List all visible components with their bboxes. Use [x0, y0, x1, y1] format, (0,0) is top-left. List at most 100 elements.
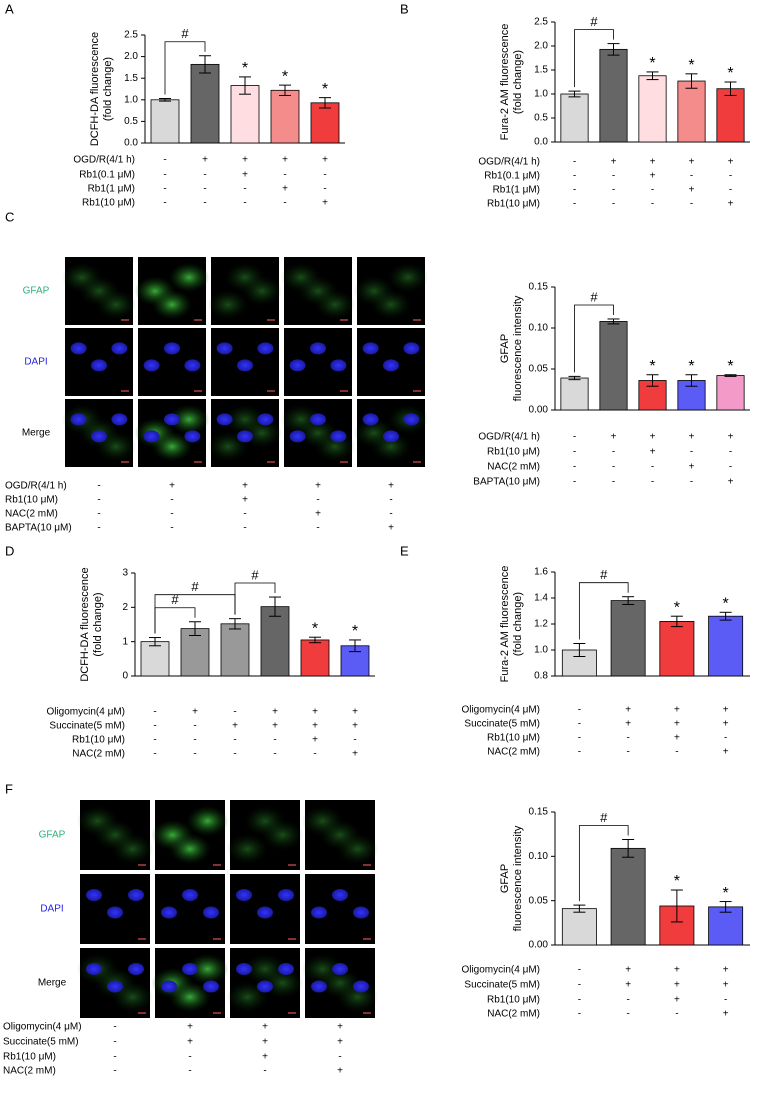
condition-sign: + [352, 721, 358, 732]
y-tick-label: 0.00 [529, 405, 549, 416]
y-tick-label: 2 [122, 602, 128, 613]
y-tick-label: 2.0 [124, 51, 138, 62]
row-label: DAPI [40, 904, 63, 915]
nucleus [237, 359, 253, 372]
error-bar [573, 643, 586, 657]
condition-sign: - [323, 170, 326, 181]
condition-sign: + [322, 155, 328, 166]
gfap-signal [186, 805, 229, 837]
significance-marker: * [688, 57, 694, 74]
bar [230, 85, 260, 144]
y-tick-label: 1.6 [534, 567, 548, 578]
error-bar [189, 621, 201, 636]
condition-sign: - [578, 1009, 581, 1020]
condition-sign: - [316, 523, 319, 534]
gfap-signal [207, 289, 249, 320]
condition-sign: - [193, 721, 196, 732]
condition-label: Succinate(5 mM) [49, 721, 125, 732]
condition-label: OGD/R(4/1 h) [478, 157, 540, 168]
bar [300, 639, 330, 677]
nucleus [91, 430, 107, 443]
y-axis-label: Fura-2 AM fluorescence [499, 566, 511, 683]
condition-sign: - [243, 198, 246, 209]
condition-sign: + [689, 157, 695, 168]
condition-label: Rb1(10 μM) [3, 1052, 56, 1063]
condition-label: NAC(2 mM) [5, 509, 58, 520]
bar [610, 600, 646, 677]
nucleus [164, 342, 180, 355]
bar [270, 89, 300, 144]
bracket-label: # [600, 810, 608, 825]
condition-label: OGD/R(4/1 h) [73, 155, 135, 166]
condition-sign: - [273, 749, 276, 760]
condition-label: Succinate(5 mM) [464, 719, 540, 730]
condition-label: NAC(2 mM) [3, 1066, 56, 1077]
nucleus [184, 359, 201, 372]
gfap-signal [226, 833, 269, 865]
nucleus [257, 980, 273, 993]
condition-label: Rb1(1 μM) [88, 184, 135, 195]
micrograph [65, 328, 133, 396]
bar [638, 75, 667, 143]
nucleus [143, 359, 160, 372]
condition-sign: + [242, 170, 248, 181]
micrograph [305, 874, 375, 944]
y-tick-label: 1.0 [534, 89, 548, 100]
micrograph [134, 399, 210, 467]
bar [708, 615, 744, 677]
condition-sign: - [153, 735, 156, 746]
nucleus [403, 342, 420, 355]
significance-bracket: # [234, 567, 276, 615]
nucleus [161, 906, 177, 919]
bracket-label: # [181, 26, 189, 41]
bracket-line [578, 582, 629, 640]
nucleus [311, 980, 327, 993]
bracket-label: # [590, 14, 598, 29]
nucleus [332, 963, 348, 975]
micrograph [353, 257, 429, 325]
y-axis-label: fluorescence intensity [512, 825, 524, 931]
condition-sign: + [625, 705, 631, 716]
condition-sign: - [573, 171, 576, 182]
condition-sign: + [674, 965, 680, 976]
nucleus [86, 889, 102, 901]
condition-sign: - [626, 1009, 629, 1020]
error-bar [573, 904, 586, 913]
condition-sign: + [312, 721, 318, 732]
condition-sign: + [723, 1009, 729, 1020]
nucleus [289, 430, 306, 443]
gfap-signal [111, 833, 154, 865]
condition-sign: - [97, 523, 100, 534]
nucleus [236, 889, 252, 901]
nucleus [128, 889, 144, 901]
row-label: GFAP [23, 286, 50, 297]
micrograph [230, 874, 300, 944]
significance-marker: * [649, 358, 655, 375]
condition-sign: - [578, 747, 581, 758]
bar [310, 102, 340, 144]
y-tick-label: 2.5 [124, 30, 138, 41]
micrograph [226, 800, 304, 870]
condition-sign: + [169, 481, 175, 492]
condition-sign: - [163, 155, 166, 166]
nucleus [236, 963, 252, 975]
gfap-signal [241, 418, 283, 448]
nucleus [330, 359, 347, 372]
nucleus [237, 430, 253, 443]
condition-sign: + [728, 157, 734, 168]
condition-sign: - [113, 1066, 116, 1077]
micrograph [301, 948, 379, 1018]
y-tick-label: 0.0 [534, 137, 548, 148]
condition-sign: - [97, 481, 100, 492]
nucleus [310, 342, 326, 355]
condition-label: Rb1(10 μM) [5, 495, 58, 506]
micrograph [211, 328, 279, 396]
condition-sign: - [389, 495, 392, 506]
condition-label: Succinate(5 mM) [3, 1037, 79, 1048]
y-tick-label: 0.05 [529, 364, 549, 375]
condition-sign: + [728, 477, 734, 488]
micrograph [226, 948, 304, 1018]
error-bar [685, 73, 698, 89]
micrograph [134, 257, 210, 325]
bar [190, 63, 220, 144]
